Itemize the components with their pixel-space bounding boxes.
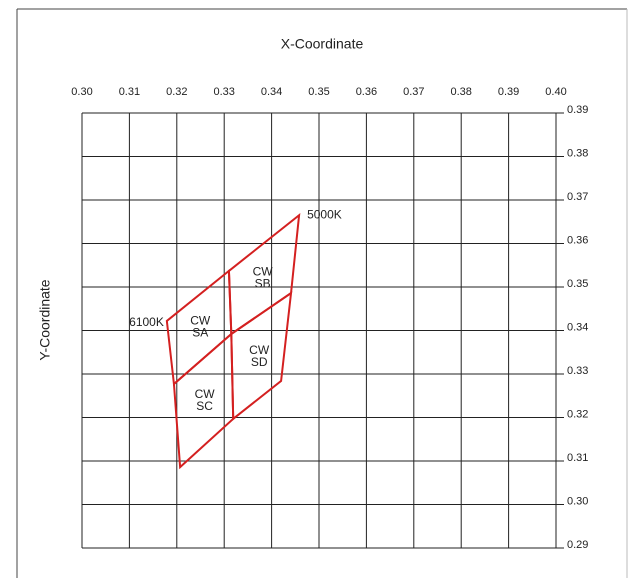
chart-title: X-Coordinate bbox=[281, 36, 364, 52]
x-tick-label: 0.40 bbox=[545, 86, 566, 98]
bin-label: CW bbox=[249, 343, 270, 357]
x-tick-label: 0.38 bbox=[450, 86, 471, 98]
y-tick-label: 0.38 bbox=[567, 147, 588, 159]
y-tick-label: 0.39 bbox=[567, 104, 588, 116]
bin-label: SA bbox=[192, 326, 208, 340]
x-tick-label: 0.31 bbox=[119, 86, 140, 98]
bin-label: CW bbox=[253, 264, 274, 278]
y-axis-label: Y-Coordinate bbox=[37, 279, 53, 360]
bin-label: CW bbox=[195, 387, 216, 401]
x-tick-label: 0.35 bbox=[308, 86, 329, 98]
x-tick-label: 0.34 bbox=[261, 86, 282, 98]
y-tick-label: 0.36 bbox=[567, 234, 588, 246]
x-tick-label: 0.37 bbox=[403, 86, 424, 98]
y-tick-label: 0.29 bbox=[567, 539, 588, 551]
x-tick-label: 0.36 bbox=[356, 86, 377, 98]
y-tick-label: 0.37 bbox=[567, 191, 588, 203]
bin-label: SB bbox=[255, 276, 271, 290]
x-tick-label: 0.32 bbox=[166, 86, 187, 98]
bin-label: CW bbox=[190, 314, 211, 328]
annotation: 5000K bbox=[307, 207, 342, 221]
bin-label: SC bbox=[196, 399, 213, 413]
annotation: 6100K bbox=[129, 315, 164, 329]
x-tick-label: 0.33 bbox=[213, 86, 234, 98]
x-tick-label: 0.30 bbox=[71, 86, 92, 98]
y-tick-label: 0.34 bbox=[567, 321, 588, 333]
bin-polygon bbox=[172, 331, 235, 470]
y-tick-label: 0.32 bbox=[567, 408, 588, 420]
y-tick-label: 0.31 bbox=[567, 452, 588, 464]
y-tick-label: 0.30 bbox=[567, 495, 588, 507]
x-tick-label: 0.39 bbox=[498, 86, 519, 98]
bin-label: SD bbox=[251, 355, 268, 369]
y-tick-label: 0.33 bbox=[567, 365, 588, 377]
y-tick-label: 0.35 bbox=[567, 278, 588, 290]
